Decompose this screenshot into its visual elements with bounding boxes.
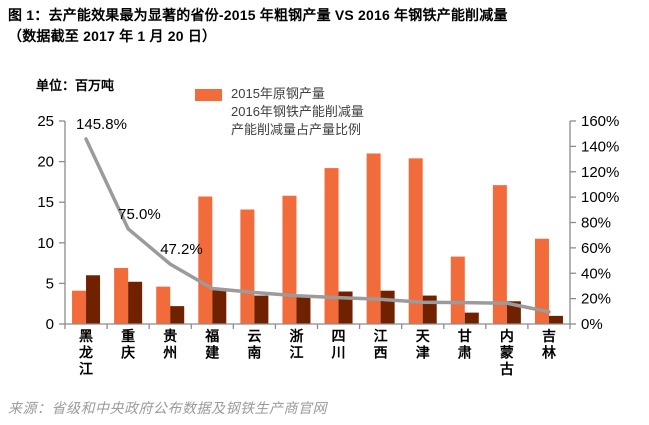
production-bar: [492, 185, 507, 324]
legend-item-ratio: 产能削减量占产量比例: [231, 122, 362, 137]
legend-swatch-orange: [195, 89, 222, 101]
left-axis-label: 25: [37, 113, 54, 130]
right-axis-label: 120%: [581, 164, 619, 181]
reduction-bar: [170, 306, 185, 324]
chart-legend: 2015年原钢产量 2016年钢铁产能削减量 产能削减量占产量比例: [195, 85, 364, 139]
source-note: 来源：省级和中央政府公布数据及钢铁生产商官网: [8, 400, 327, 416]
category-label: 贵州: [162, 328, 177, 361]
line-value-label: 145.8%: [76, 116, 127, 133]
line-value-label: 47.2%: [160, 241, 203, 258]
category-label: 天津: [416, 328, 431, 361]
category-label: 黑龙江: [78, 328, 93, 377]
reduction-bar: [128, 281, 143, 324]
right-axis-label: 100%: [581, 189, 619, 206]
figure-title: 图 1：去产能效果最为显著的省份-2015 年粗钢产量 VS 2016 年钢铁产…: [8, 5, 508, 47]
category-label: 甘肃: [458, 328, 472, 361]
reduction-bar: [254, 295, 269, 324]
right-axis-label: 140%: [581, 138, 619, 155]
line-value-label: 75.0%: [118, 206, 161, 223]
reduction-bar: [86, 275, 101, 324]
left-axis-label: 5: [46, 275, 54, 292]
production-bar: [408, 158, 423, 324]
production-bar: [450, 256, 465, 324]
category-label: 内蒙古: [500, 328, 514, 377]
left-axis-label: 0: [46, 316, 54, 333]
reduction-bar: [380, 290, 395, 324]
production-bar: [198, 196, 213, 324]
production-bar: [72, 290, 87, 324]
reduction-bar: [296, 295, 311, 324]
category-label: 浙江: [289, 328, 303, 361]
right-axis-label: 40%: [581, 265, 611, 282]
category-label: 吉林: [542, 328, 556, 361]
category-label: 江西: [374, 328, 388, 361]
category-label: 四川: [331, 328, 346, 361]
right-axis-label: 60%: [581, 240, 611, 257]
reduction-bar: [422, 295, 437, 324]
right-axis-label: 160%: [581, 113, 619, 130]
production-bar: [324, 168, 339, 324]
production-bar: [114, 267, 129, 324]
production-bar: [534, 238, 549, 324]
production-bar: [366, 153, 381, 324]
legend-item-production: 2015年原钢产量: [231, 86, 325, 101]
right-axis-label: 0%: [581, 316, 603, 333]
reduction-bar: [464, 312, 479, 324]
production-bar: [282, 195, 297, 324]
figure-title-line1: 图 1：去产能效果最为显著的省份-2015 年粗钢产量 VS 2016 年钢铁产…: [8, 7, 508, 23]
figure-title-line2: （数据截至 2017 年 1 月 20 日）: [8, 28, 217, 44]
reduction-bar: [548, 315, 563, 324]
category-label: 重庆: [121, 328, 135, 361]
left-axis-label: 10: [37, 235, 54, 252]
left-axis-label: 20: [37, 154, 54, 171]
right-axis-label: 80%: [581, 215, 611, 232]
reduction-bar: [212, 288, 227, 324]
category-label: 福建: [204, 328, 219, 361]
left-axis-label: 15: [37, 194, 54, 211]
production-bar: [240, 209, 255, 324]
category-label: 云南: [247, 328, 261, 361]
ratio-line: [84, 137, 551, 314]
unit-label: 单位：百万吨: [36, 78, 115, 93]
legend-item-reduction: 2016年钢铁产能削减量: [231, 104, 364, 119]
right-axis-label: 20%: [581, 291, 611, 308]
production-bar: [156, 286, 171, 324]
